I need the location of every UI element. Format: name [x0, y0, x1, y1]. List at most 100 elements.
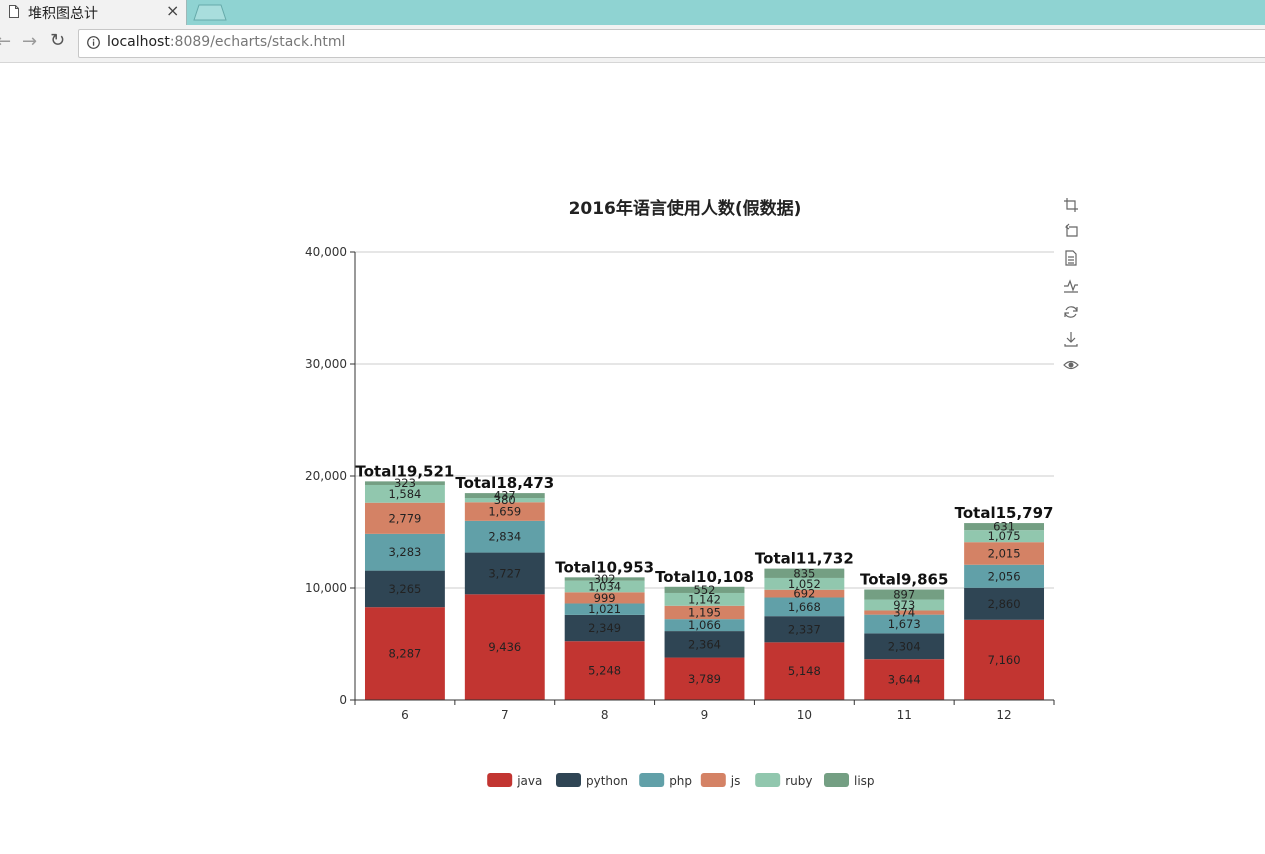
data-label: 2,015: [988, 546, 1021, 560]
download-icon[interactable]: [1063, 331, 1079, 347]
data-zoom-icon[interactable]: [1063, 197, 1079, 213]
tab-title: 堆积图总计: [28, 6, 98, 22]
bar-php[interactable]: [964, 564, 1045, 588]
bars: [364, 481, 1045, 700]
bar-js[interactable]: [964, 542, 1045, 565]
chart-title: 2016年语言使用人数(假数据): [569, 198, 802, 219]
bar-python[interactable]: [464, 552, 545, 595]
bar-php[interactable]: [864, 614, 945, 634]
url-path: :8089/echarts/stack.html: [169, 34, 346, 50]
legend-swatch-ruby[interactable]: [755, 773, 781, 787]
restore-icon[interactable]: [1063, 304, 1079, 320]
document-icon: [9, 5, 19, 18]
bar-java[interactable]: [864, 659, 945, 700]
bar-js[interactable]: [564, 592, 645, 604]
bar-lisp[interactable]: [664, 586, 745, 593]
bar-lisp[interactable]: [564, 577, 645, 581]
reload-icon[interactable]: ↻: [50, 30, 66, 51]
data-label: 3,283: [388, 545, 421, 559]
legend-swatch-php[interactable]: [639, 773, 665, 787]
data-label: 1,673: [888, 617, 921, 631]
bar-python[interactable]: [964, 587, 1045, 620]
bar-php[interactable]: [564, 603, 645, 615]
bar-python[interactable]: [364, 570, 445, 608]
legend-swatch-python[interactable]: [556, 773, 581, 787]
total-label: Total15,797: [955, 504, 1054, 522]
address-bar[interactable]: localhost:8089/echarts/stack.html: [78, 29, 1265, 58]
data-label: 897: [893, 588, 915, 602]
data-label: 1,052: [788, 577, 821, 591]
bar-js[interactable]: [464, 502, 545, 521]
bar-lisp[interactable]: [364, 481, 445, 485]
data-label: 1,142: [688, 592, 721, 606]
legend-label-java[interactable]: java: [516, 774, 542, 788]
info-icon: [87, 36, 100, 49]
total-label: Total18,473: [455, 474, 554, 492]
bar-php[interactable]: [464, 520, 545, 553]
bar-js[interactable]: [764, 589, 845, 598]
data-label: 2,364: [688, 637, 721, 651]
legend-label-php[interactable]: php: [669, 774, 692, 788]
y-tick-label: 10,000: [305, 581, 347, 595]
bar-php[interactable]: [364, 533, 445, 571]
data-label: 374: [893, 606, 915, 620]
bar-lisp[interactable]: [964, 523, 1045, 531]
bar-lisp[interactable]: [864, 589, 945, 600]
bar-ruby[interactable]: [564, 580, 645, 593]
data-label: 302: [594, 572, 616, 586]
bar-php[interactable]: [664, 619, 745, 632]
data-label: 7,160: [988, 653, 1021, 667]
bar-php[interactable]: [764, 597, 845, 617]
bar-python[interactable]: [564, 614, 645, 642]
bar-java[interactable]: [764, 642, 845, 700]
data-label: 3,727: [488, 566, 521, 580]
data-label: 973: [893, 598, 915, 612]
bar-java[interactable]: [564, 641, 645, 700]
tab-close-button[interactable]: ×: [166, 1, 180, 20]
forward-arrow-icon[interactable]: →: [22, 31, 38, 52]
data-label: 2,337: [788, 622, 821, 636]
line-chart-icon[interactable]: [1063, 277, 1079, 293]
new-tab-button[interactable]: [193, 4, 227, 21]
legend: java python php js ruby lisp: [487, 773, 875, 788]
legend-label-ruby[interactable]: ruby: [785, 774, 812, 788]
bar-ruby[interactable]: [664, 592, 745, 606]
data-label: 1,195: [688, 605, 721, 619]
bar-js[interactable]: [864, 610, 945, 615]
browser-tab[interactable]: 堆积图总计 ×: [0, 0, 187, 25]
legend-swatch-lisp[interactable]: [824, 773, 849, 787]
back-arrow-icon[interactable]: ←: [0, 31, 12, 52]
bar-ruby[interactable]: [764, 577, 845, 590]
bar-java[interactable]: [464, 594, 545, 700]
total-label: Total10,108: [655, 568, 754, 586]
bar-ruby[interactable]: [464, 497, 545, 503]
data-view-icon[interactable]: [1063, 250, 1079, 266]
bar-ruby[interactable]: [364, 484, 445, 503]
data-label: 5,248: [588, 664, 621, 678]
bar-python[interactable]: [864, 633, 945, 660]
bar-python[interactable]: [664, 631, 745, 658]
legend-label-python[interactable]: python: [586, 774, 628, 788]
bar-lisp[interactable]: [764, 568, 845, 578]
bar-java[interactable]: [964, 619, 1045, 700]
bar-java[interactable]: [664, 657, 745, 700]
bar-js[interactable]: [364, 502, 445, 534]
legend-swatch-js[interactable]: [700, 773, 726, 787]
zoom-reset-icon[interactable]: [1063, 223, 1079, 239]
bar-js[interactable]: [664, 605, 745, 620]
legend-swatch-java[interactable]: [487, 773, 513, 787]
data-label: 1,659: [488, 505, 521, 519]
bar-java[interactable]: [364, 607, 445, 700]
bar-ruby[interactable]: [864, 599, 945, 611]
data-label: 631: [993, 520, 1015, 534]
bar-python[interactable]: [764, 616, 845, 643]
eye-icon[interactable]: [1063, 357, 1079, 373]
bar-ruby[interactable]: [964, 530, 1045, 543]
bar-lisp[interactable]: [464, 493, 545, 498]
legend-label-lisp[interactable]: lisp: [854, 774, 875, 788]
browser-toolbar: ← → ↻ localhost:8089/echarts/stack.html: [0, 25, 1265, 63]
legend-label-js[interactable]: js: [730, 774, 741, 788]
data-label: 323: [394, 476, 416, 490]
data-label: 1,066: [688, 618, 721, 632]
